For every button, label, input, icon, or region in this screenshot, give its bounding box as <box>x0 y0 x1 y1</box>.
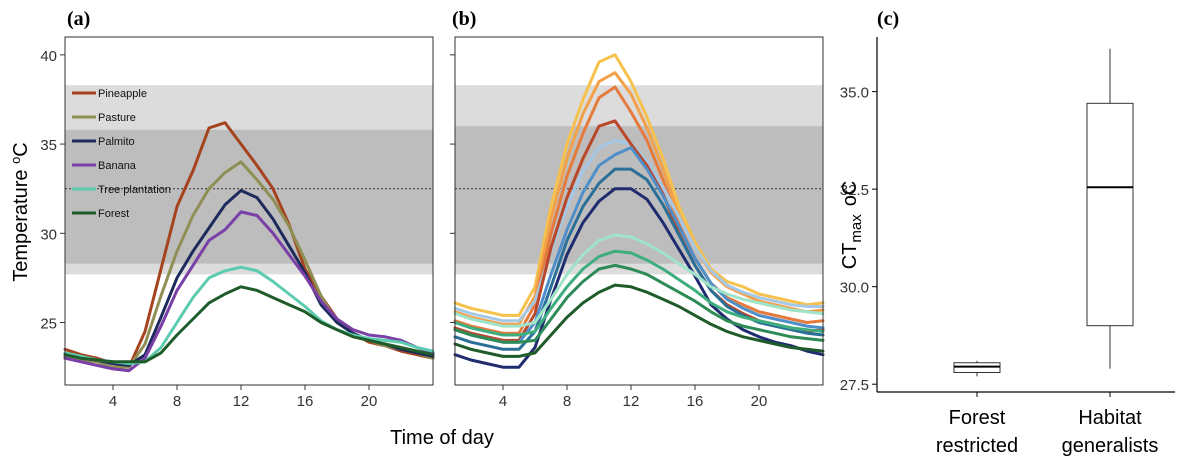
y-tick-label: 30 <box>40 226 57 243</box>
panel-a-y-ticks: 25 30 35 40 <box>40 48 65 333</box>
y-axis-title-unit-o: o <box>8 157 23 164</box>
x-tick-label: 16 <box>297 393 314 410</box>
panel-b-frame <box>454 36 824 386</box>
panel-label-c: (c) <box>877 8 899 30</box>
panel-c-axes <box>876 37 1175 393</box>
x-axis-title: Time of day <box>390 427 494 449</box>
y-axis-title-a: Temperature oC <box>8 142 32 282</box>
b-series-line-9 <box>453 249 825 337</box>
panel-b-bands <box>455 85 823 275</box>
panel-c: 27.5 30.0 32.5 35.0 Forest restricted Habitat… <box>839 37 1175 457</box>
legend-label: Forest <box>98 208 129 220</box>
x-tick-label: 4 <box>499 393 507 410</box>
legend-label: Pasture <box>98 112 136 124</box>
y-axis-title-c: CTmax oC <box>839 181 865 270</box>
legend-label: Banana <box>98 160 137 172</box>
x-tick-label: 12 <box>233 393 250 410</box>
y-axis-title-c-unit: oC <box>839 181 861 207</box>
series-line-banana <box>63 210 435 373</box>
y-tick-label: 27.5 <box>840 377 869 394</box>
panel-a-bands <box>65 85 433 275</box>
panel-c-boxes <box>953 48 1134 377</box>
x-category-label-line1: Habitat <box>1078 407 1142 429</box>
panel-b: 4 8 12 16 20 <box>450 36 825 410</box>
x-tick-label: 16 <box>687 393 704 410</box>
y-axis-title-c-sub: max <box>848 214 865 243</box>
series-line-forest <box>63 285 435 364</box>
panel-b-x-ticks: 4 8 12 16 20 <box>499 385 768 410</box>
panel-a: 4 8 12 16 20 25 30 35 40 Pineapple Pasture Palmit… <box>40 36 435 410</box>
y-tick-label: 35 <box>40 137 57 154</box>
panel-a-legend: Pineapple Pasture Palmito Banana Tree planta… <box>72 88 171 220</box>
panel-label-b: (b) <box>452 8 476 30</box>
legend-label: Tree plantation <box>98 184 171 196</box>
b-series-line-0 <box>453 53 825 317</box>
x-tick-label: 20 <box>361 393 378 410</box>
panel-label-a: (a) <box>67 8 90 30</box>
panel-a-x-ticks: 4 8 12 16 20 <box>109 385 378 410</box>
y-tick-label: 30.0 <box>840 280 869 297</box>
b-series-line-6 <box>453 167 825 351</box>
panel-a-frame <box>64 36 434 386</box>
panel-b-y-ticks <box>450 54 455 324</box>
b-series-line-8 <box>453 233 825 328</box>
x-tick-label: 4 <box>109 393 117 410</box>
b-series-line-11 <box>453 283 825 358</box>
b-series-line-2 <box>453 85 825 335</box>
y-tick-label: 40 <box>40 48 57 65</box>
panel-c-x-labels: Forest restricted Habitat generalists <box>936 392 1158 457</box>
x-tick-label: 12 <box>623 393 640 410</box>
y-axis-title-main: Temperature <box>10 164 32 282</box>
x-tick-label: 8 <box>563 393 571 410</box>
panel-a-series <box>63 121 435 373</box>
x-tick-label: 20 <box>751 393 768 410</box>
b-series-line-1 <box>453 71 825 326</box>
y-axis-title-unit-c: C <box>10 142 32 156</box>
y-axis-title-c-main: CT <box>839 243 861 270</box>
b-series-line-10 <box>453 263 825 344</box>
x-category-label-line2: restricted <box>936 435 1018 457</box>
legend-label: Pineapple <box>98 88 147 100</box>
b-series-line-7 <box>453 187 825 369</box>
y-tick-label: 32.5 <box>840 182 869 199</box>
y-tick-label: 25 <box>40 316 57 333</box>
series-line-tree-plantation <box>63 265 435 366</box>
x-tick-label: 8 <box>173 393 181 410</box>
legend-label: Palmito <box>98 136 135 148</box>
panel-c-y-ticks: 27.5 30.0 32.5 35.0 <box>840 85 877 394</box>
box-iqr <box>1086 102 1134 327</box>
y-tick-label: 35.0 <box>840 85 869 102</box>
a-band-dark <box>65 129 433 264</box>
x-category-label-line2: generalists <box>1062 435 1159 457</box>
panel-b-series <box>453 53 825 369</box>
x-category-label-line1: Forest <box>949 407 1006 429</box>
